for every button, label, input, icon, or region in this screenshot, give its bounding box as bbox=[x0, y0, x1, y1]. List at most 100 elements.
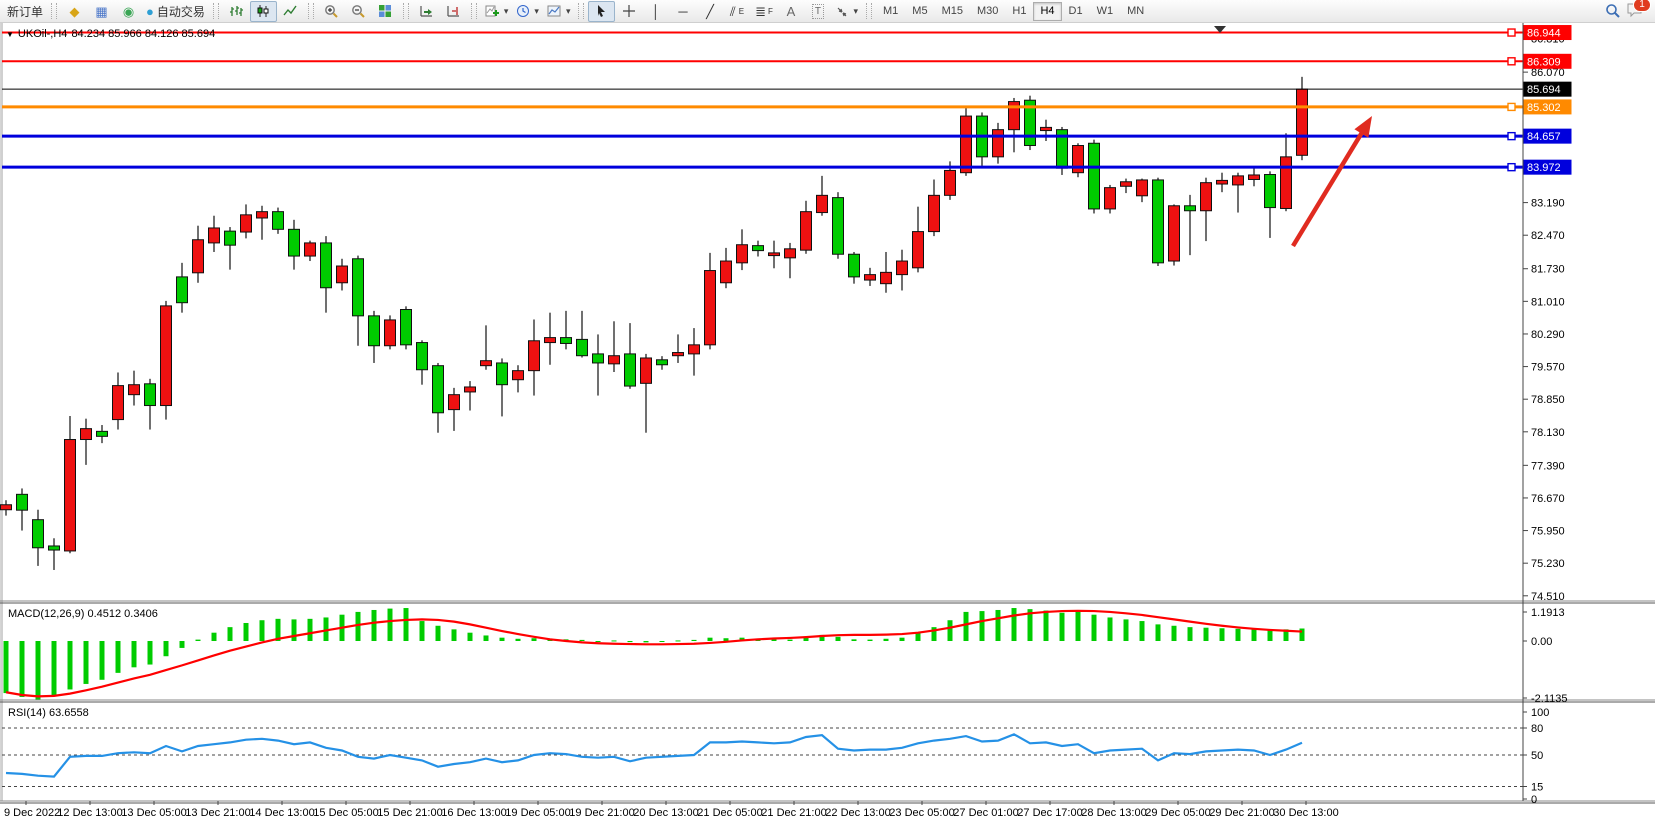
timeframe-m5[interactable]: M5 bbox=[912, 5, 928, 17]
line-chart-mode-button[interactable] bbox=[277, 1, 304, 22]
label-tool-button[interactable]: T bbox=[804, 1, 831, 22]
candle-bear bbox=[16, 493, 28, 511]
candlestick-mode-button[interactable] bbox=[249, 0, 277, 22]
macd-histogram-bar bbox=[963, 611, 969, 641]
candle-bull bbox=[544, 337, 556, 344]
chart-area[interactable]: ▼ UKOil-,H4 84.234 85.966 84.126 85.694 … bbox=[0, 23, 1655, 825]
macd-histogram-bar bbox=[1283, 629, 1289, 641]
chat-button[interactable]: 1 bbox=[1626, 0, 1651, 21]
candle-bull bbox=[816, 194, 828, 214]
vertical-line-tool-button[interactable]: │ bbox=[642, 1, 669, 22]
line-handle[interactable] bbox=[1507, 162, 1516, 172]
bar-chart-mode-button[interactable] bbox=[223, 1, 250, 22]
price-axis-label: 75.950 bbox=[1531, 526, 1565, 538]
timeframe-w1[interactable]: W1 bbox=[1096, 5, 1114, 17]
horizontal-line-tool-button[interactable]: ─ bbox=[669, 1, 696, 22]
candle-bear bbox=[144, 383, 156, 407]
chart-shift-button[interactable] bbox=[440, 1, 467, 22]
macd-histogram-bar bbox=[323, 617, 329, 641]
chart-canvas[interactable]: 86.81086.07083.91083.19082.47081.73081.0… bbox=[0, 23, 1655, 825]
time-axis-label: 9 Dec 2022 bbox=[4, 807, 60, 819]
line-handle[interactable] bbox=[1507, 131, 1516, 141]
timeframe-h1[interactable]: H1 bbox=[1012, 5, 1027, 17]
candle-bear bbox=[592, 353, 604, 364]
candle-bear bbox=[400, 309, 412, 346]
cursor-tool-button[interactable] bbox=[588, 0, 616, 22]
strategy-tester-button[interactable]: ◉ bbox=[115, 1, 142, 22]
candle-bear bbox=[224, 230, 236, 246]
auto-scroll-button[interactable] bbox=[413, 1, 440, 22]
macd-histogram-bar bbox=[451, 629, 457, 641]
time-axis-label: 21 Dec 21:00 bbox=[761, 807, 826, 819]
time-axis-label: 19 Dec 21:00 bbox=[569, 807, 634, 819]
market-watch-button[interactable]: ◆ bbox=[61, 1, 88, 22]
trendline-icon: ╱ bbox=[706, 3, 714, 19]
price-badge bbox=[1523, 99, 1572, 115]
macd-histogram-bar bbox=[691, 639, 697, 641]
timeframe-h4[interactable]: H4 bbox=[1033, 1, 1062, 21]
price-axis-label: 78.850 bbox=[1531, 394, 1565, 406]
macd-histogram-bar bbox=[211, 632, 217, 641]
time-axis-label: 16 Dec 13:00 bbox=[441, 807, 506, 819]
tile-windows-button[interactable] bbox=[372, 1, 399, 22]
candle-bull bbox=[128, 384, 140, 396]
auto-trading-button[interactable]: ● 自动交易 bbox=[142, 1, 209, 22]
channel-label: E bbox=[738, 6, 745, 16]
chart-shift-marker[interactable] bbox=[1214, 26, 1226, 33]
add-indicator-button[interactable]: ▾ bbox=[481, 1, 513, 22]
candle-bear bbox=[432, 365, 444, 414]
trendline-tool-button[interactable]: ╱ bbox=[696, 1, 723, 22]
time-axis-label: 27 Dec 01:00 bbox=[953, 807, 1018, 819]
line-handle[interactable] bbox=[1507, 57, 1516, 66]
macd-histogram-bar bbox=[195, 639, 201, 641]
timeframe-mn[interactable]: MN bbox=[1127, 5, 1145, 17]
chart-dropdown-icon[interactable]: ▼ bbox=[6, 29, 14, 39]
toolbar-grip bbox=[402, 3, 409, 19]
timeframe-m15[interactable]: M15 bbox=[941, 5, 963, 17]
equidistant-channel-tool-button[interactable]: ⫽ E bbox=[723, 1, 750, 22]
search-button[interactable] bbox=[1599, 1, 1626, 22]
arrows-tool-button[interactable]: ▾ bbox=[831, 1, 862, 22]
zoom-out-icon bbox=[351, 4, 365, 18]
zoom-out-button[interactable] bbox=[345, 1, 372, 22]
macd-histogram-bar bbox=[803, 636, 809, 641]
fibonacci-tool-button[interactable]: ≣ F bbox=[750, 1, 777, 22]
macd-histogram-bar bbox=[1011, 608, 1017, 641]
candle-bull bbox=[528, 340, 540, 372]
candle-bull bbox=[672, 352, 684, 357]
candle-bear bbox=[176, 276, 188, 304]
macd-indicator-label: MACD(12,26,9) 0.4512 0.3406 bbox=[8, 608, 158, 620]
macd-histogram-bar bbox=[35, 641, 41, 700]
timeframe-d1[interactable]: D1 bbox=[1068, 5, 1083, 17]
arrow-annotation-head[interactable] bbox=[1354, 116, 1372, 138]
candle-bull bbox=[704, 270, 716, 346]
candle-bull bbox=[1008, 101, 1020, 131]
periods-button[interactable]: ▾ bbox=[512, 1, 543, 22]
candle-bull bbox=[112, 385, 124, 421]
crosshair-tool-button[interactable] bbox=[615, 1, 642, 22]
time-axis-label: 15 Dec 21:00 bbox=[377, 807, 442, 819]
new-order-button[interactable]: 新订单 bbox=[3, 1, 47, 22]
terminal-button[interactable]: ▦ bbox=[88, 1, 115, 22]
toolbar-grip bbox=[578, 3, 585, 19]
candle-bear bbox=[832, 197, 844, 255]
macd-histogram-bar bbox=[595, 641, 601, 642]
candlestick-icon bbox=[257, 5, 269, 17]
zoom-in-button[interactable] bbox=[318, 1, 345, 22]
macd-histogram-bar bbox=[19, 641, 25, 697]
time-axis-label: 21 Dec 05:00 bbox=[697, 807, 762, 819]
candle-bull bbox=[1216, 179, 1228, 185]
candle-bull bbox=[784, 248, 796, 259]
timeframe-m1[interactable]: M1 bbox=[883, 5, 899, 17]
macd-histogram-bar bbox=[179, 641, 185, 648]
candle-bull bbox=[1072, 145, 1084, 174]
line-handle[interactable] bbox=[1507, 28, 1516, 37]
text-tool-button[interactable]: A bbox=[777, 1, 804, 22]
templates-button[interactable]: ▾ bbox=[543, 1, 575, 22]
arrow-annotation[interactable] bbox=[1291, 123, 1369, 248]
timeframe-m30[interactable]: M30 bbox=[976, 5, 999, 17]
rsi-axis-label: 15 bbox=[1531, 782, 1543, 794]
candle-bear bbox=[576, 338, 588, 357]
line-handle[interactable] bbox=[1507, 102, 1516, 112]
candle-bull bbox=[304, 242, 316, 257]
